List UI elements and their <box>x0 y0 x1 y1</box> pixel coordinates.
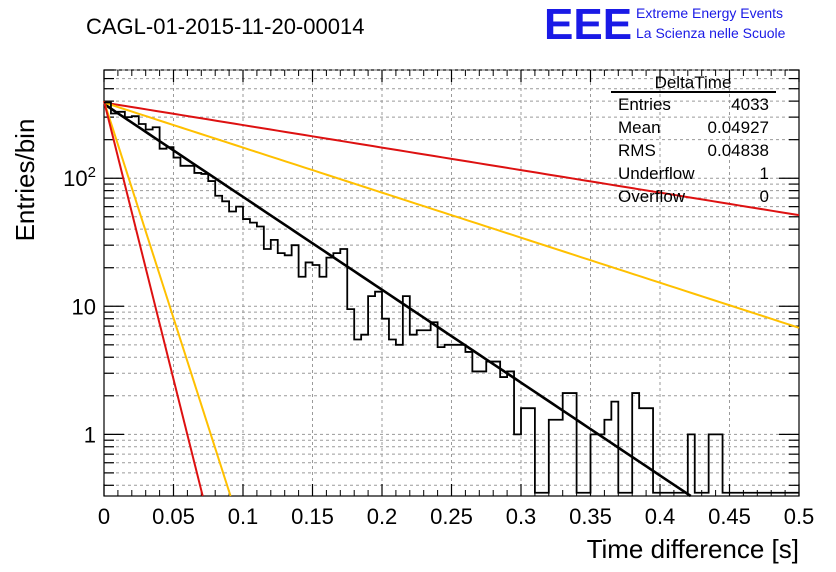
fit-line-3 <box>103 101 800 329</box>
x-tick-label: 0.2 <box>367 504 398 529</box>
axis-ticks <box>103 69 800 496</box>
x-tick-label: 0.35 <box>569 504 612 529</box>
y-tick-label: 1 <box>84 422 96 447</box>
stats-row-value: 1 <box>760 164 769 183</box>
eee-logo-mark: EEE <box>544 0 632 49</box>
x-tick-labels: 0 0.05 0.1 0.15 0.2 0.25 0.3 0.35 0.4 0.45 0.5 <box>98 504 814 529</box>
stats-row-value: 0 <box>760 187 769 206</box>
stats-row-value: 4033 <box>731 95 769 114</box>
eee-logo-line1: Extreme Energy Events <box>636 5 783 21</box>
y-tick-label: 102 <box>63 164 96 191</box>
stats-row-value: 0.04838 <box>708 141 769 160</box>
chart-title: CAGL-01-2015-11-20-00014 <box>86 14 364 39</box>
stats-row-label: Entries <box>618 95 671 114</box>
y-tick-labels: 1 10 102 <box>63 164 96 447</box>
fit-line-1 <box>103 102 692 498</box>
y-tick-label: 10 <box>72 294 96 319</box>
x-axis-label: Time difference [s] <box>587 534 799 564</box>
x-tick-label: 0.5 <box>784 504 815 529</box>
y-axis-label: Entries/bin <box>10 119 40 242</box>
fit-line-2 <box>103 101 800 217</box>
x-tick-label: 0.4 <box>645 504 676 529</box>
x-tick-label: 0.1 <box>228 504 259 529</box>
stats-row-label: RMS <box>618 141 656 160</box>
x-tick-label: 0.45 <box>708 504 751 529</box>
stats-row-label: Overflow <box>618 187 686 206</box>
eee-logo: EEE Extreme Energy Events La Scienza nel… <box>544 0 786 49</box>
stats-row-label: Mean <box>618 118 661 137</box>
stats-title: DeltaTime <box>655 73 732 92</box>
x-tick-label: 0.15 <box>291 504 334 529</box>
x-tick-label: 0 <box>98 504 110 529</box>
x-tick-label: 0.25 <box>430 504 473 529</box>
grid <box>104 69 799 496</box>
fit-lines <box>103 100 800 498</box>
x-tick-label: 0.3 <box>506 504 537 529</box>
histogram-outline <box>104 101 799 494</box>
fit-line-5 <box>103 100 204 497</box>
x-tick-label: 0.05 <box>152 504 195 529</box>
stats-box: DeltaTime Entries 4033 Mean 0.04927 RMS 0.048… <box>611 73 776 206</box>
fit-line-4 <box>103 100 232 497</box>
stats-row-label: Underflow <box>618 164 695 183</box>
eee-logo-line2: La Scienza nelle Scuole <box>636 25 786 41</box>
stats-row-value: 0.04927 <box>708 118 769 137</box>
